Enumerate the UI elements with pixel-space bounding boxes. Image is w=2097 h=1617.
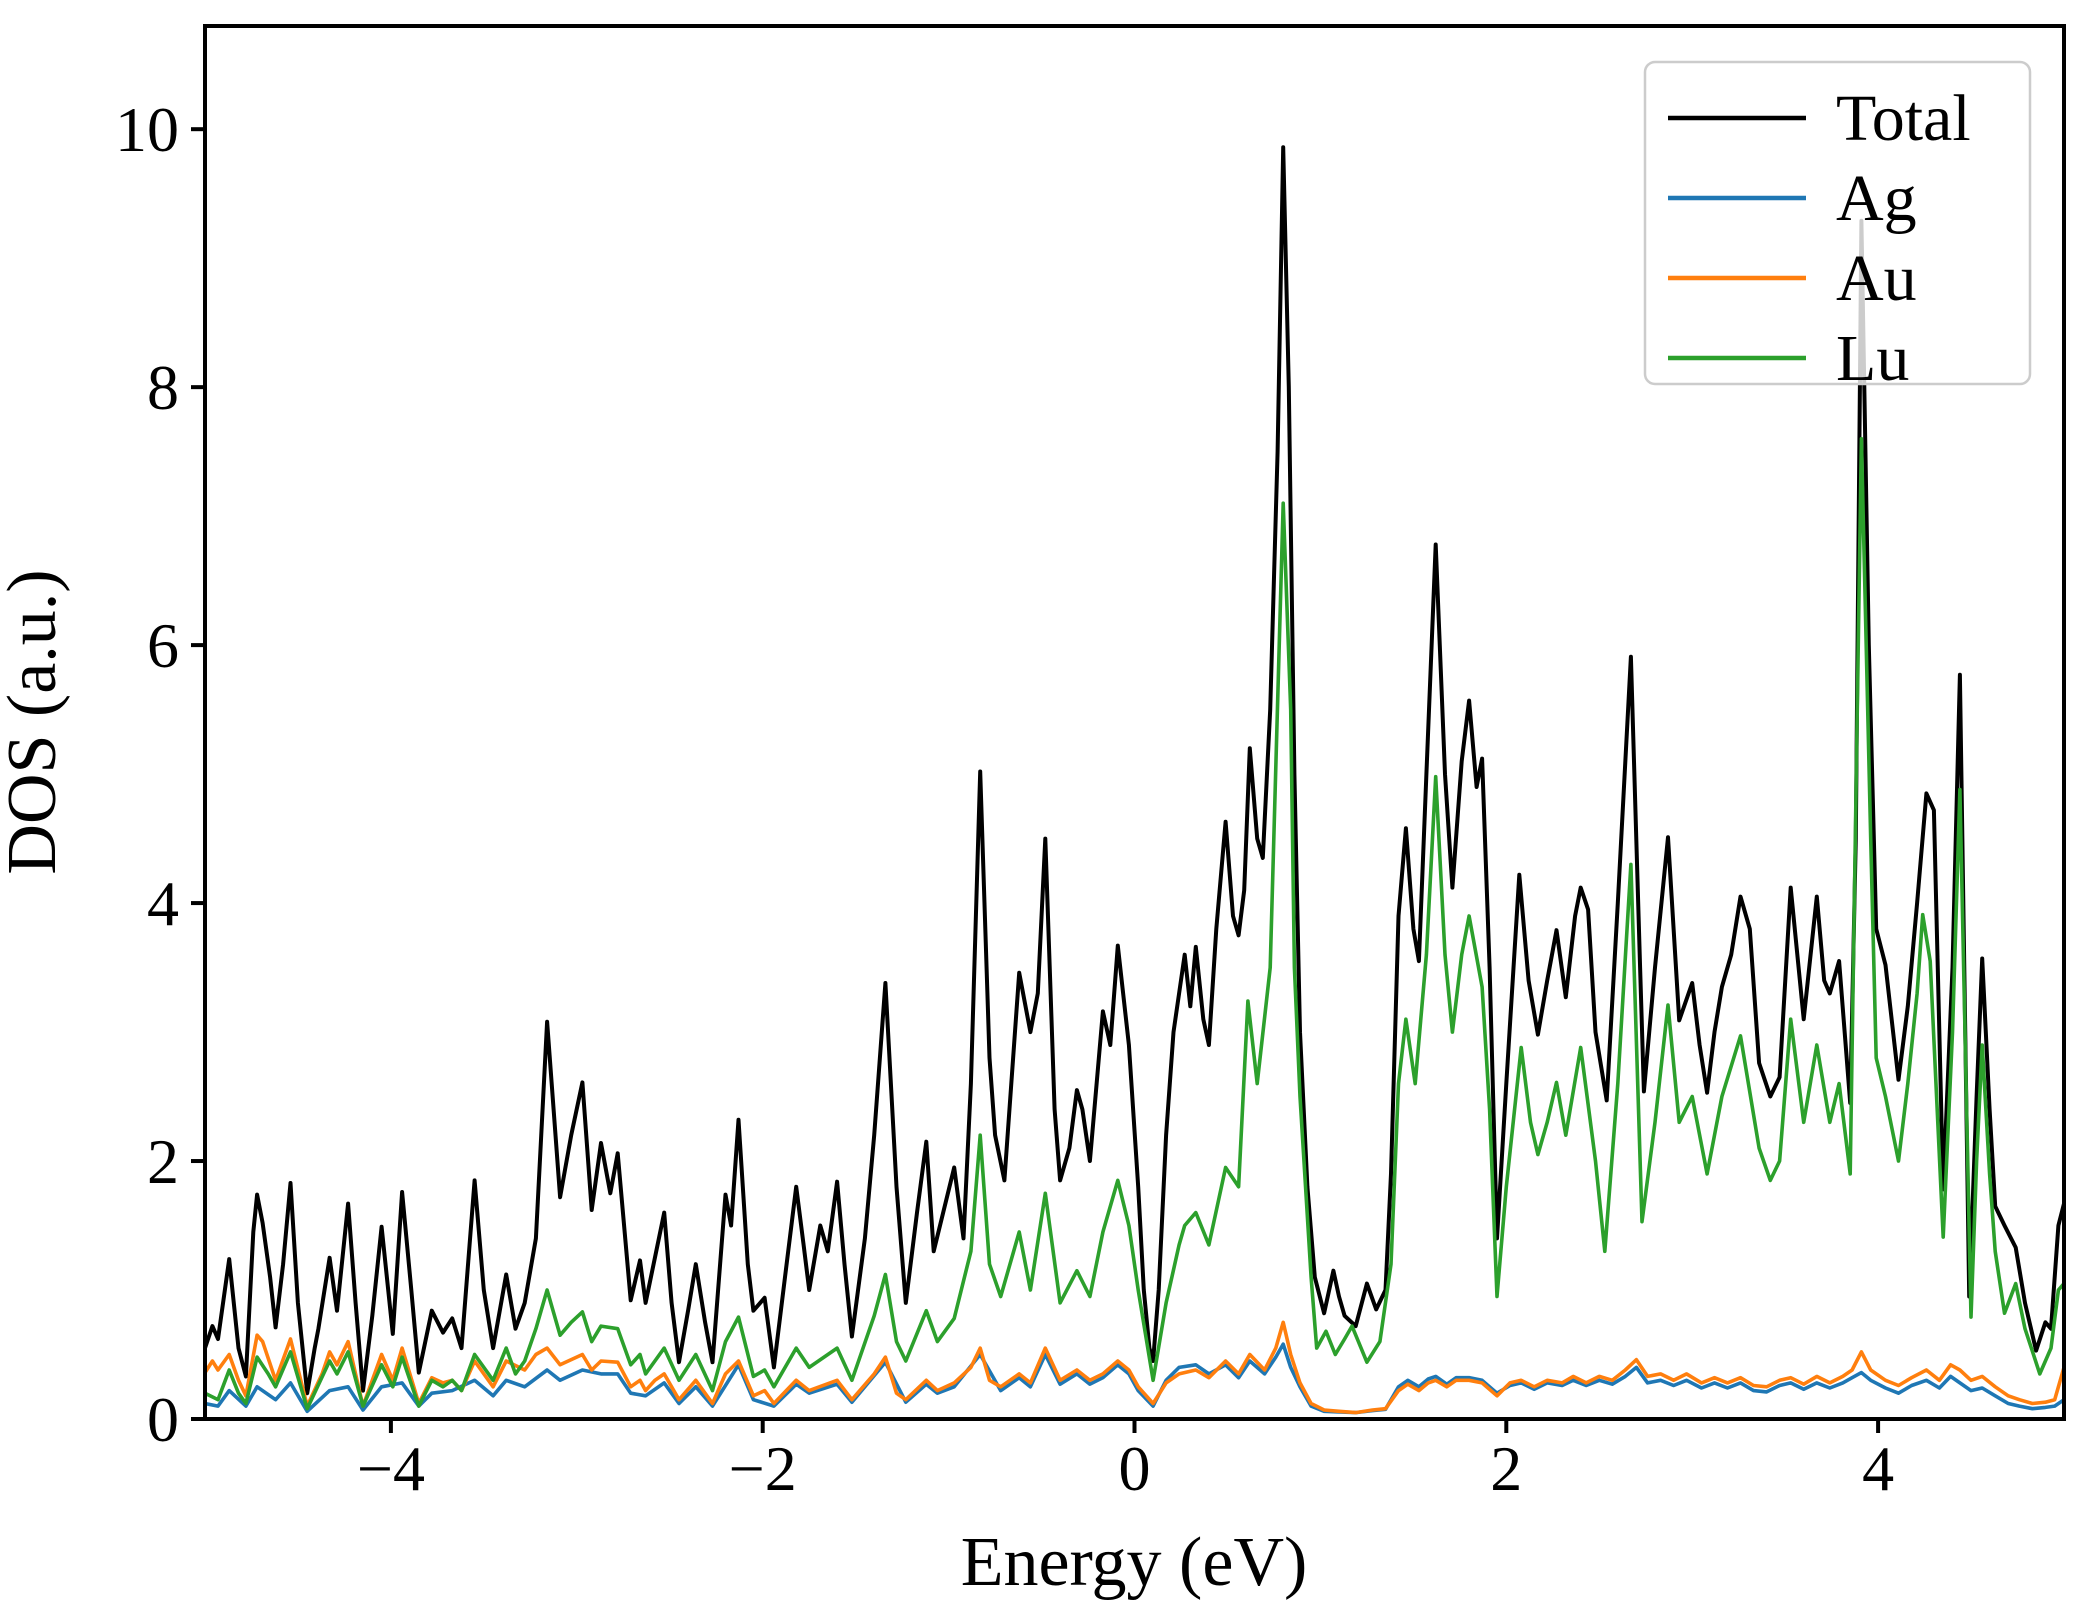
y-tick-label: 10 [115, 94, 179, 165]
x-tick-label: −4 [357, 1433, 425, 1504]
series-line-au [205, 1320, 2064, 1415]
y-tick-label: 6 [147, 610, 179, 681]
legend-entry-total: Total [1668, 82, 1971, 155]
series-line-ag [205, 1342, 2064, 1415]
legend-label: Total [1836, 82, 1971, 155]
x-tick-label: 2 [1490, 1433, 1522, 1504]
legend-label: Au [1836, 242, 1917, 315]
y-axis-label: DOS (a.u.) [0, 569, 71, 874]
legend-label: Ag [1836, 162, 1917, 235]
legend-entry-au: Au [1668, 242, 1917, 315]
series-layer [205, 145, 2064, 1415]
y-tick-label: 8 [147, 352, 179, 423]
y-tick-label: 0 [147, 1384, 179, 1455]
series-line-lu [205, 436, 2064, 1411]
x-tick-label: 0 [1119, 1433, 1151, 1504]
legend-label: Lu [1836, 322, 1909, 395]
x-axis-label: Energy (eV) [961, 1524, 1308, 1601]
y-tick-label: 4 [147, 868, 179, 939]
series-line-total [205, 145, 2064, 1396]
legend-entry-ag: Ag [1668, 162, 1917, 235]
legend-entry-lu: Lu [1668, 322, 1909, 395]
axes-layer: −4 −2 0 2 4 0 2 4 6 8 10 [115, 24, 2066, 1504]
legend-box [1643, 60, 2032, 386]
x-tick-label: −2 [729, 1433, 797, 1504]
y-tick-label: 2 [147, 1126, 179, 1197]
x-tick-label: 4 [1862, 1433, 1894, 1504]
